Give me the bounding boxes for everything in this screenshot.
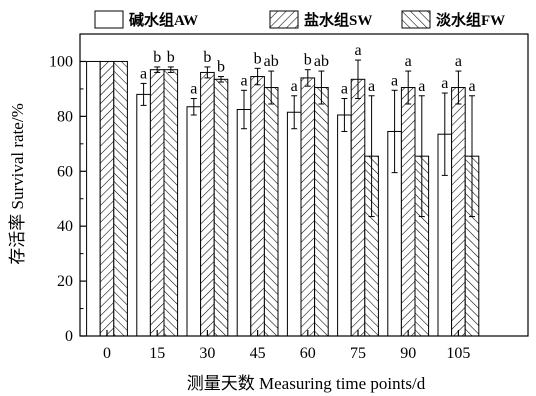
x-tick-label: 75 bbox=[350, 345, 366, 362]
bar bbox=[400, 87, 416, 337]
bar bbox=[186, 106, 202, 337]
bar bbox=[236, 109, 252, 337]
bar bbox=[86, 60, 101, 337]
x-tick-label: 60 bbox=[300, 345, 316, 362]
y-tick-label: 100 bbox=[49, 53, 73, 70]
significance-label: a bbox=[391, 72, 398, 89]
x-tick-label: 15 bbox=[149, 345, 165, 362]
x-tick-label: 0 bbox=[103, 345, 111, 362]
significance-label: ab bbox=[264, 53, 279, 70]
y-tick-label: 0 bbox=[65, 328, 73, 345]
legend: 碱水组AW 盐水组SW 淡水组FW bbox=[94, 10, 505, 29]
significance-label: a bbox=[341, 81, 348, 98]
axes-layer: 0 20 40 60 80 100 0 15 30 45 60 75 90 105 bbox=[49, 33, 529, 362]
x-tick-label: 105 bbox=[446, 345, 470, 362]
x-axis-title: 测量天数 Measuring time points/d bbox=[187, 374, 426, 393]
y-tick-label: 80 bbox=[57, 108, 73, 125]
significance-label: ab bbox=[314, 53, 329, 70]
significance-label: b bbox=[153, 49, 161, 66]
significance-label: b bbox=[203, 49, 211, 66]
legend-label: 盐水组SW bbox=[304, 11, 372, 29]
legend-label: 淡水组FW bbox=[436, 11, 505, 29]
legend-swatch bbox=[94, 10, 124, 29]
significance-label: a bbox=[354, 42, 361, 59]
legend-swatch bbox=[269, 10, 299, 29]
significance-label: b bbox=[304, 52, 312, 69]
x-tick-label: 45 bbox=[250, 345, 266, 362]
y-axis-title: 存活率 Survival rate/% bbox=[8, 103, 27, 264]
bar bbox=[163, 69, 179, 337]
bar bbox=[149, 69, 165, 337]
y-tick-label: 40 bbox=[57, 218, 73, 235]
x-tick-label: 90 bbox=[400, 345, 416, 362]
x-tick-label: 30 bbox=[199, 345, 215, 362]
significance-label: b bbox=[217, 59, 225, 76]
significance-label: a bbox=[291, 78, 298, 95]
significance-label: a bbox=[468, 78, 475, 95]
significance-label: a bbox=[140, 65, 147, 82]
significance-label: b bbox=[254, 50, 262, 67]
bar bbox=[213, 78, 229, 337]
significance-label: a bbox=[405, 53, 412, 70]
bar bbox=[300, 77, 316, 337]
plot-frame bbox=[79, 33, 529, 337]
bar bbox=[263, 87, 279, 337]
bar bbox=[314, 87, 329, 337]
bar bbox=[250, 76, 265, 337]
significance-label: a bbox=[368, 78, 375, 95]
legend-label: 碱水组AW bbox=[129, 11, 198, 29]
significance-label: a bbox=[418, 78, 425, 95]
y-tick-label: 20 bbox=[57, 273, 73, 290]
significance-label: b bbox=[167, 49, 175, 66]
y-tick-label: 60 bbox=[57, 163, 73, 180]
significance-label: a bbox=[240, 72, 247, 89]
bar bbox=[200, 71, 215, 337]
bar bbox=[99, 60, 115, 337]
bar bbox=[451, 87, 466, 337]
significance-label: a bbox=[455, 53, 462, 70]
legend-swatch bbox=[401, 10, 431, 29]
bar bbox=[286, 111, 302, 337]
bar bbox=[113, 60, 128, 337]
significance-label: a bbox=[190, 81, 197, 98]
significance-label: a bbox=[441, 75, 448, 92]
bar bbox=[337, 114, 352, 337]
bar bbox=[350, 78, 366, 337]
bar bbox=[136, 93, 151, 337]
